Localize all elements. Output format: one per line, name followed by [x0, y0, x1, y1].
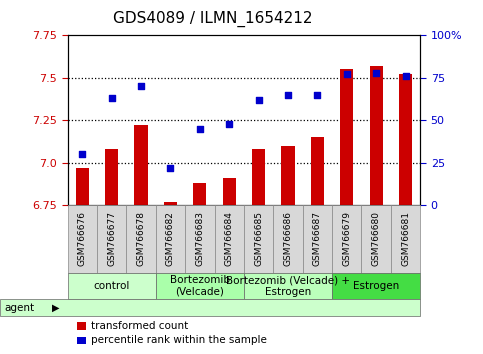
Bar — [164, 202, 177, 205]
Text: GDS4089 / ILMN_1654212: GDS4089 / ILMN_1654212 — [113, 11, 313, 27]
Point — [196, 126, 204, 132]
Text: GSM766682: GSM766682 — [166, 211, 175, 267]
Text: GSM766687: GSM766687 — [313, 211, 322, 267]
Bar — [193, 183, 206, 205]
Point — [343, 72, 351, 77]
Point — [78, 152, 86, 157]
Bar — [311, 137, 324, 205]
Point — [372, 70, 380, 76]
Text: agent: agent — [5, 303, 35, 313]
Bar — [252, 149, 265, 205]
Text: ▶: ▶ — [52, 303, 59, 313]
Text: GSM766676: GSM766676 — [78, 211, 87, 267]
Point — [284, 92, 292, 98]
Bar — [399, 74, 412, 205]
Text: GSM766686: GSM766686 — [284, 211, 293, 267]
Text: GSM766685: GSM766685 — [254, 211, 263, 267]
Text: GSM766683: GSM766683 — [195, 211, 204, 267]
Point — [167, 165, 174, 171]
Bar — [134, 125, 148, 205]
Text: GSM766684: GSM766684 — [225, 211, 234, 267]
Bar — [76, 168, 89, 205]
Text: GSM766681: GSM766681 — [401, 211, 410, 267]
Point — [137, 84, 145, 89]
Text: percentile rank within the sample: percentile rank within the sample — [91, 335, 267, 345]
Text: GSM766677: GSM766677 — [107, 211, 116, 267]
Text: Bortezomib (Velcade) +
Estrogen: Bortezomib (Velcade) + Estrogen — [226, 275, 350, 297]
Bar — [223, 178, 236, 205]
Text: GSM766680: GSM766680 — [371, 211, 381, 267]
Point — [108, 96, 115, 101]
Point — [313, 92, 321, 98]
Bar — [369, 66, 383, 205]
Text: GSM766678: GSM766678 — [137, 211, 145, 267]
Point — [402, 73, 410, 79]
Point — [255, 97, 262, 103]
Text: Bortezomib
(Velcade): Bortezomib (Velcade) — [170, 275, 230, 297]
Point — [226, 121, 233, 127]
Bar — [340, 69, 354, 205]
Bar — [105, 149, 118, 205]
Text: control: control — [94, 281, 130, 291]
Text: GSM766679: GSM766679 — [342, 211, 351, 267]
Text: Estrogen: Estrogen — [353, 281, 399, 291]
Text: transformed count: transformed count — [91, 321, 188, 331]
Bar — [282, 146, 295, 205]
